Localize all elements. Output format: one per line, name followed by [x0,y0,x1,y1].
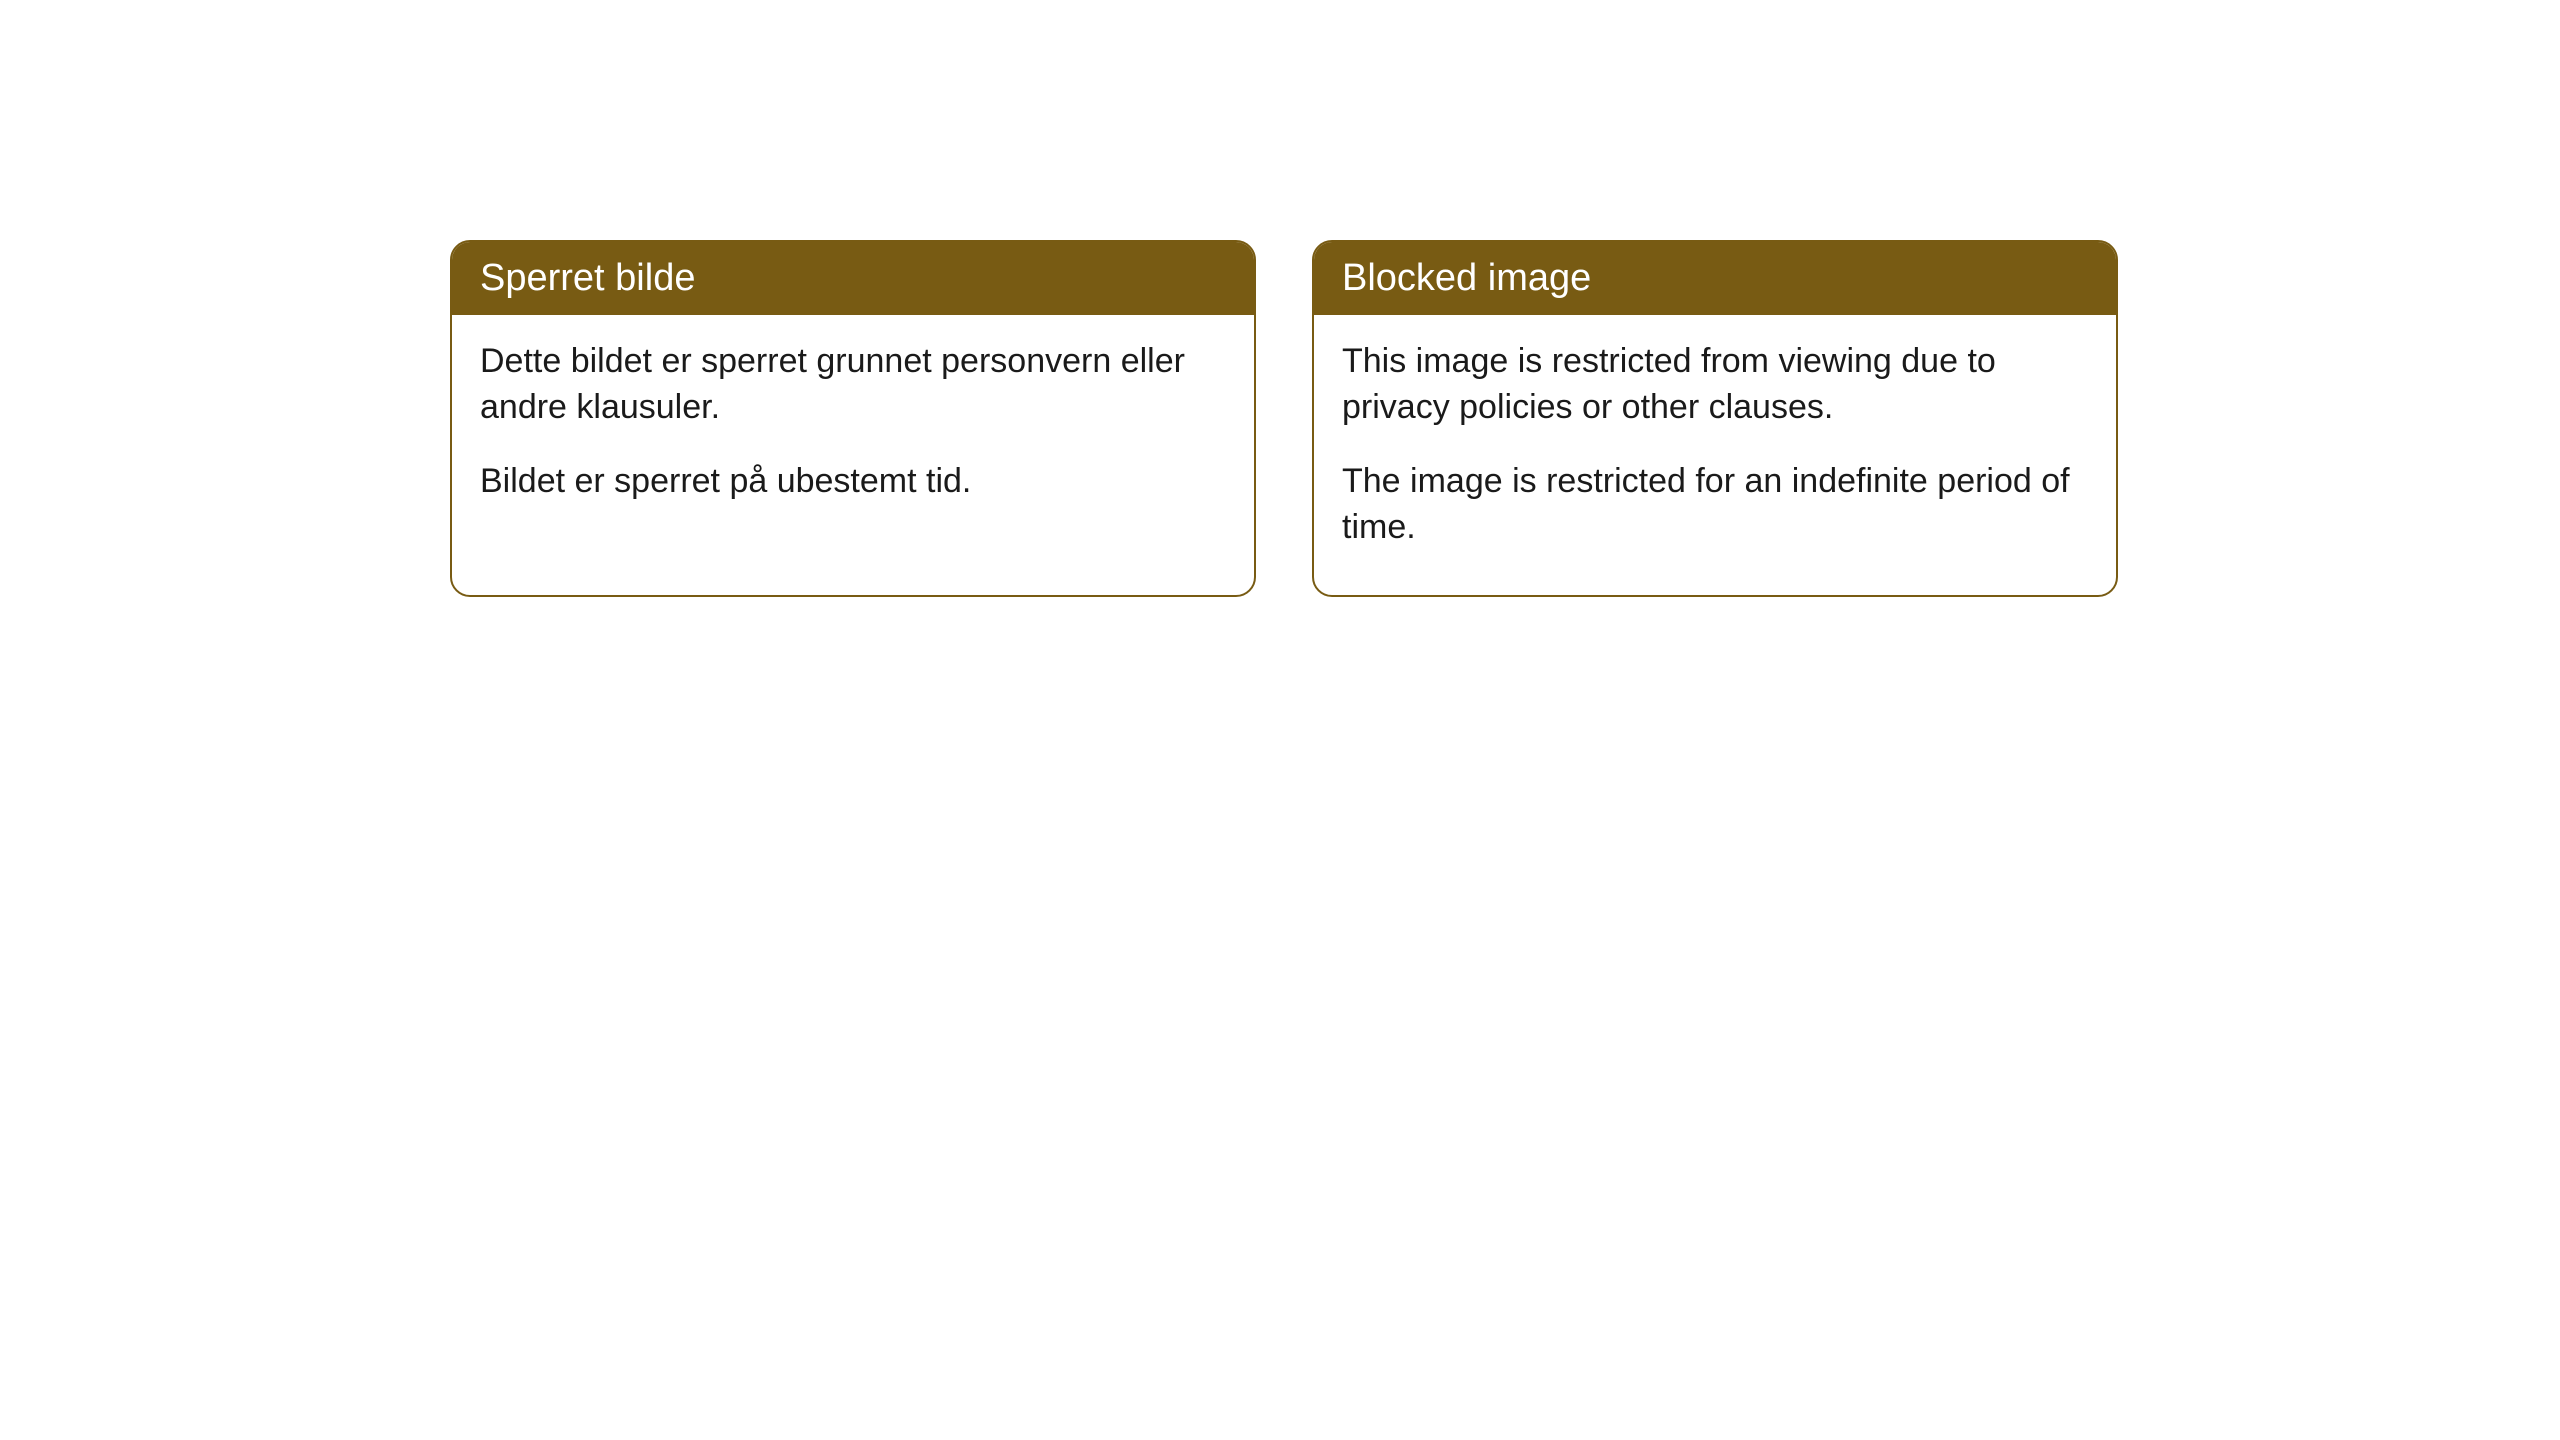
card-body-no-para1: Dette bildet er sperret grunnet personve… [480,339,1226,431]
card-body-no-para2: Bildet er sperret på ubestemt tid. [480,459,1226,505]
blocked-image-card-no: Sperret bilde Dette bildet er sperret gr… [450,240,1256,597]
card-body-en-para2: The image is restricted for an indefinit… [1342,459,2088,551]
card-header-en: Blocked image [1314,242,2116,315]
blocked-image-card-en: Blocked image This image is restricted f… [1312,240,2118,597]
card-body-en: This image is restricted from viewing du… [1314,315,2116,595]
blocked-image-cards: Sperret bilde Dette bildet er sperret gr… [450,240,2560,597]
card-body-en-para1: This image is restricted from viewing du… [1342,339,2088,431]
card-body-no: Dette bildet er sperret grunnet personve… [452,315,1254,549]
card-header-no: Sperret bilde [452,242,1254,315]
